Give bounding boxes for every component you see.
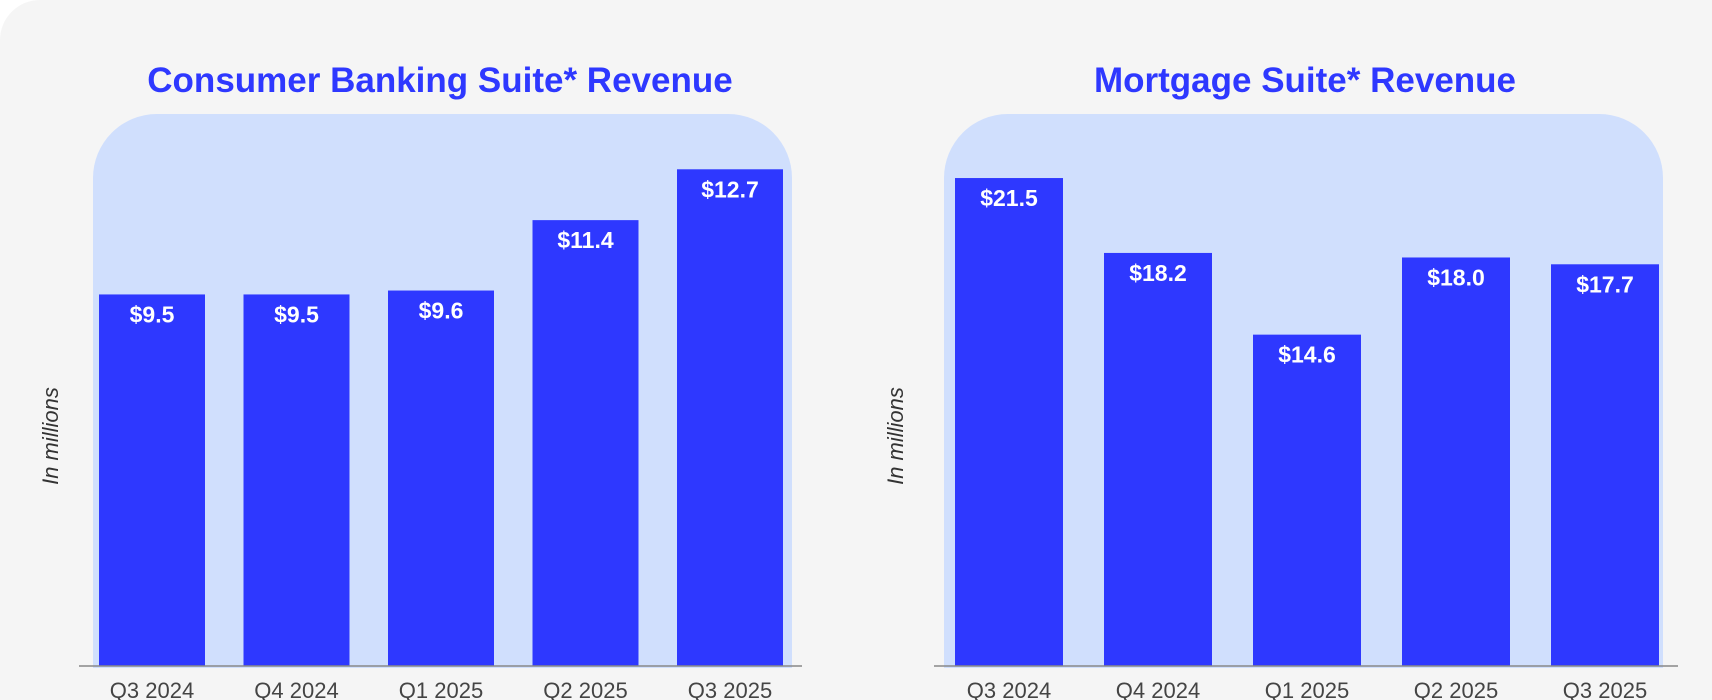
bars: [955, 178, 1659, 667]
value-labels: $21.5 $18.2 $14.6 $18.0 $17.7: [980, 185, 1634, 368]
bar-value-label: $9.5: [130, 301, 175, 327]
y-axis-label: In millions: [38, 387, 63, 485]
x-tick-label: Q1 2025: [399, 678, 483, 700]
x-tick-label: Q4 2024: [1116, 678, 1200, 700]
x-tick-labels: Q3 2024 Q4 2024 Q1 2025 Q2 2025 Q3 2025: [967, 678, 1647, 700]
bar-value-label: $14.6: [1278, 342, 1336, 368]
bar-q3-2024: [955, 178, 1063, 667]
x-tick-label: Q1 2025: [1265, 678, 1349, 700]
bars: [99, 169, 783, 667]
bar-q3-2025: [677, 169, 783, 667]
bar-value-label: $21.5: [980, 185, 1038, 211]
bar-q1-2025: [1253, 334, 1361, 666]
bar-q2-2025: [532, 220, 639, 666]
chart-title: Mortgage Suite* Revenue: [1094, 61, 1516, 100]
x-tick-label: Q3 2025: [1563, 678, 1647, 700]
y-axis-label: In millions: [883, 387, 908, 485]
x-tick-label: Q2 2025: [1414, 678, 1498, 700]
x-tick-labels: Q3 2024 Q4 2024 Q1 2025 Q2 2025 Q3 2025: [110, 678, 772, 700]
bar-q4-2024: [243, 294, 350, 666]
consumer-banking-chart: Consumer Banking Suite* Revenue In milli…: [38, 61, 802, 700]
chart-title: Consumer Banking Suite* Revenue: [147, 61, 732, 100]
bar-q4-2024: [1104, 252, 1212, 666]
value-labels: $9.5 $9.5 $9.6 $11.4 $12.7: [130, 176, 759, 327]
x-tick-label: Q3 2024: [110, 678, 194, 700]
bar-value-label: $9.5: [274, 301, 319, 327]
x-tick-label: Q4 2024: [254, 678, 338, 700]
x-tick-label: Q3 2025: [688, 678, 772, 700]
bar-value-label: $9.6: [419, 298, 464, 324]
bar-q3-2025: [1551, 264, 1659, 666]
bar-q1-2025: [388, 290, 494, 666]
bar-q2-2025: [1402, 257, 1510, 666]
x-tick-label: Q3 2024: [967, 678, 1051, 700]
mortgage-suite-chart: Mortgage Suite* Revenue In millions $21.…: [883, 61, 1678, 700]
x-tick-label: Q2 2025: [543, 678, 627, 700]
bar-q3-2024: [99, 294, 205, 666]
bar-value-label: $17.7: [1576, 271, 1634, 297]
bar-value-label: $11.4: [557, 227, 613, 253]
bar-value-label: $18.2: [1129, 260, 1187, 286]
bar-value-label: $12.7: [701, 176, 759, 202]
bar-value-label: $18.0: [1427, 264, 1485, 290]
